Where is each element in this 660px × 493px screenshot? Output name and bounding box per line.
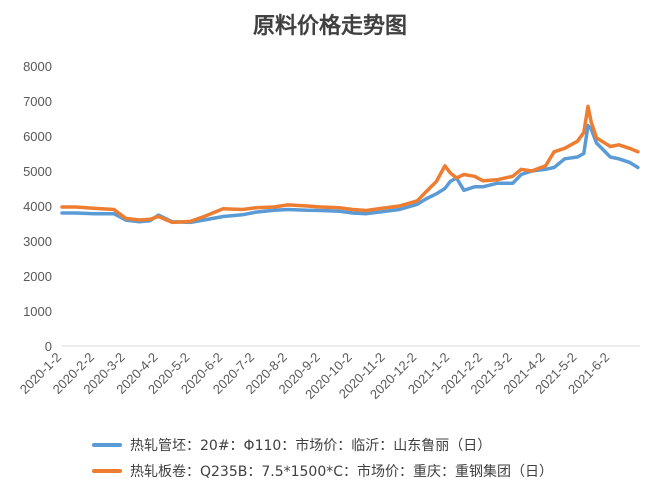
legend-swatch-series-2 [92, 469, 122, 473]
y-tick-label: 8000 [23, 59, 52, 74]
legend-swatch-series-1 [92, 443, 122, 447]
legend-item-series-2: 热轧板卷：Q235B：7.5*1500*C：市场价：重庆：重钢集团（日） [92, 458, 553, 484]
y-tick-label: 3000 [23, 234, 52, 249]
legend-label-series-1: 热轧管坯：20#：Φ110：市场价：临沂：山东鲁丽（日） [130, 438, 492, 454]
y-tick-label: 5000 [23, 164, 52, 179]
y-tick-label: 7000 [23, 94, 52, 109]
series-line-2 [60, 104, 640, 225]
y-tick-label: 6000 [23, 129, 52, 144]
y-tick-label: 0 [45, 339, 52, 354]
y-tick-label: 4000 [23, 199, 52, 214]
legend: 热轧管坯：20#：Φ110：市场价：临沂：山东鲁丽（日） 热轧板卷：Q235B：… [92, 432, 553, 484]
chart-title: 原料价格走势图 [252, 14, 407, 39]
legend-item-series-1: 热轧管坯：20#：Φ110：市场价：临沂：山东鲁丽（日） [92, 432, 553, 458]
legend-label-series-2: 热轧板卷：Q235B：7.5*1500*C：市场价：重庆：重钢集团（日） [130, 464, 554, 480]
y-tick-label: 2000 [23, 269, 52, 284]
y-tick-label: 1000 [23, 304, 52, 319]
